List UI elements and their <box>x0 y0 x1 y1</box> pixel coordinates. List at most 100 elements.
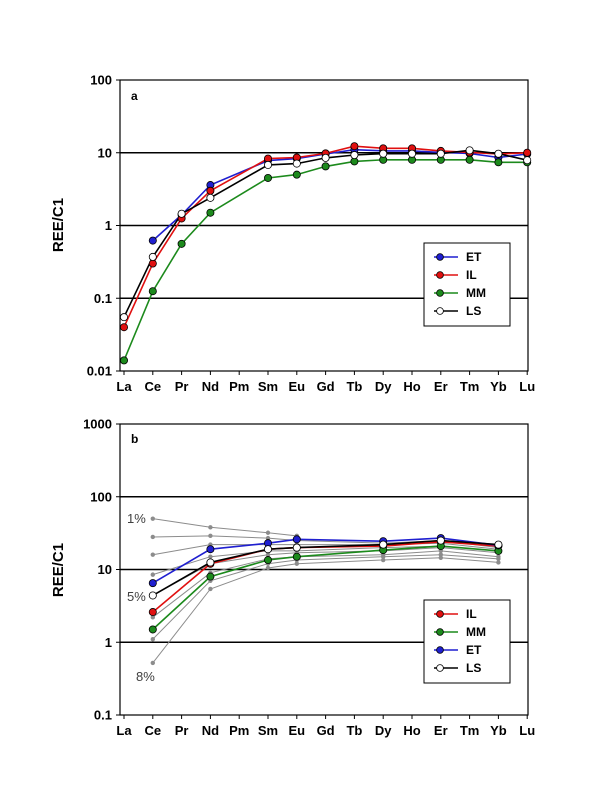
panel-a-series-et-point <box>148 236 157 245</box>
panel-a-series-ls-point <box>206 193 215 202</box>
panel-b-model-point <box>150 572 155 577</box>
panel-b-x-tick-label: Er <box>434 723 448 738</box>
panel-b-model-point <box>496 560 501 565</box>
panel-b-model-point <box>265 565 271 571</box>
panel-b-legend-il-marker <box>436 610 444 618</box>
panel-b-model-point <box>150 615 155 620</box>
panel-b-series-ls-point <box>148 591 157 600</box>
panel-b-model-point <box>208 554 213 559</box>
panel-a-x-tick-label: Eu <box>288 379 305 394</box>
panel-b-legend-et-marker <box>436 646 444 654</box>
panel-a-y-tick-label: 0.01 <box>87 364 112 379</box>
panel-b-y-tick-label: 100 <box>90 489 112 504</box>
panel-a-series-ls-point <box>120 313 129 322</box>
panel-b-model-point <box>150 552 155 557</box>
panel-b-y-tick-label: 10 <box>98 562 112 577</box>
panel-b-model-point <box>496 556 501 562</box>
panel-b-series-ls-point <box>436 536 445 545</box>
panel-b-x-tick-label: Pm <box>229 723 249 738</box>
panel-b-x-tick-label: Dy <box>375 723 392 738</box>
annotation-5pct: 5% <box>127 589 146 604</box>
panel-a-x-tick-label: Lu <box>519 379 535 394</box>
panel-b-y-tick-label: 1000 <box>83 417 112 432</box>
panel-b-series-et-point <box>292 535 301 544</box>
panel-a-chart: a 0.01 0.1 1 10 100 La Ce Pr Nd Pm Sm Eu Gd Tb Dy Ho Er… <box>50 73 535 395</box>
panel-a-x-tick-label: Er <box>434 379 448 394</box>
panel-a-x-tick-label: La <box>116 379 132 394</box>
panel-b-series-il-point <box>148 608 157 617</box>
panel-a-y-axis-title: REE/C1 <box>50 198 67 252</box>
panel-a-series-il-point <box>523 148 532 157</box>
panel-b-legend-et-label: ET <box>466 643 482 657</box>
panel-a-legend-et-label: ET <box>466 250 482 264</box>
panel-b-series-mm-point <box>148 625 157 634</box>
panel-b-model-curve-0 <box>152 518 297 537</box>
panel-a-series-il-line <box>123 145 528 328</box>
panel-b-model-point <box>208 525 213 530</box>
panel-b-model-point <box>208 533 213 539</box>
panel-b-model-point <box>150 637 155 642</box>
panel-a-series-mm-line <box>123 159 528 361</box>
panel-a-x-tick-label: Tb <box>346 379 362 394</box>
panel-a-legend-ls-label: LS <box>466 304 481 318</box>
panel-a-series-mm-point <box>177 239 186 248</box>
panel-b-series-mm-point <box>206 572 215 581</box>
panel-a-series-ls-line <box>123 149 528 318</box>
panel-a-series-mm-point <box>263 173 272 182</box>
panel-b-letter: b <box>131 432 138 446</box>
panel-a-series-ls-point <box>407 149 416 158</box>
panel-b-model-point <box>381 557 386 563</box>
panel-a-series-mm-point <box>321 162 330 171</box>
panel-b-y-tick-label: 1 <box>105 635 112 650</box>
panel-b-series-ls-point <box>206 558 215 567</box>
annotation-1pct: 1% <box>127 511 146 526</box>
panel-a-series-ls-point <box>177 209 186 218</box>
annotation-8pct: 8% <box>136 669 155 684</box>
panel-b-x-tick-label: Tb <box>346 723 362 738</box>
panel-b-y-tick-label: 0.1 <box>94 708 112 723</box>
panel-a-series-il-point <box>206 186 215 195</box>
panel-b-series-ls-point <box>263 545 272 554</box>
panel-a-y-tick-label: 100 <box>90 73 112 88</box>
panel-a-legend-il-label: IL <box>466 268 477 282</box>
panel-a-x-tick-label: Sm <box>258 379 278 394</box>
panel-b-x-tick-label: Tm <box>460 723 480 738</box>
panel-b-series-mm-point <box>292 552 301 561</box>
panel-a-legend-ls-marker <box>436 307 444 315</box>
panel-b-model-point <box>294 561 299 566</box>
panel-a-series-ls-point <box>292 159 301 168</box>
panel-b-series-mm-point <box>263 556 272 565</box>
panel-b-model-point <box>265 552 271 557</box>
panel-b-y-axis-title: REE/C1 <box>50 543 67 597</box>
panel-b-legend-ls-marker <box>436 664 444 672</box>
panel-b-chart: b 0.1 1 10 100 1000 La Ce Pr Nd Pm Sm Eu Gd Tb Dy Ho Er… <box>50 417 535 739</box>
panel-b-series-ls-point <box>292 543 301 552</box>
panel-a-series-il-point <box>350 142 359 151</box>
panel-b-model-point <box>381 554 386 559</box>
panel-b-x-tick-label: Gd <box>317 723 335 738</box>
panel-a-series-ls-point <box>436 149 445 158</box>
panel-b-model-point <box>208 586 213 592</box>
panel-b-x-tick-label: Yb <box>490 723 507 738</box>
panel-a-x-tick-label: Pm <box>229 379 249 394</box>
panel-b-model-point <box>438 552 443 557</box>
panel-b-model-point <box>438 555 443 560</box>
panel-a-series-ls-point <box>523 156 532 165</box>
panel-a-series-ls-point <box>263 160 272 169</box>
panel-a-series-ls-point <box>321 153 330 162</box>
panel-b-series-et-point <box>148 579 157 588</box>
panel-b-model-point <box>265 530 271 535</box>
panel-a-series-ls-point <box>379 149 388 158</box>
panel-b-x-tick-label: Eu <box>288 723 305 738</box>
panel-a-series-ls-point <box>350 151 359 160</box>
panel-b-series-ls-point <box>379 540 388 549</box>
panel-a-legend-mm-label: MM <box>466 286 486 300</box>
panel-b-model-point <box>150 516 155 521</box>
panel-a-x-tick-label: Dy <box>375 379 392 394</box>
panel-b-x-tick-label: Ho <box>403 723 420 738</box>
panel-a-y-tick-label: 1 <box>105 218 112 233</box>
panel-a-y-tick-label: 10 <box>98 145 112 160</box>
panel-a-letter: a <box>131 89 138 103</box>
panel-b-series-ls-point <box>494 540 503 549</box>
